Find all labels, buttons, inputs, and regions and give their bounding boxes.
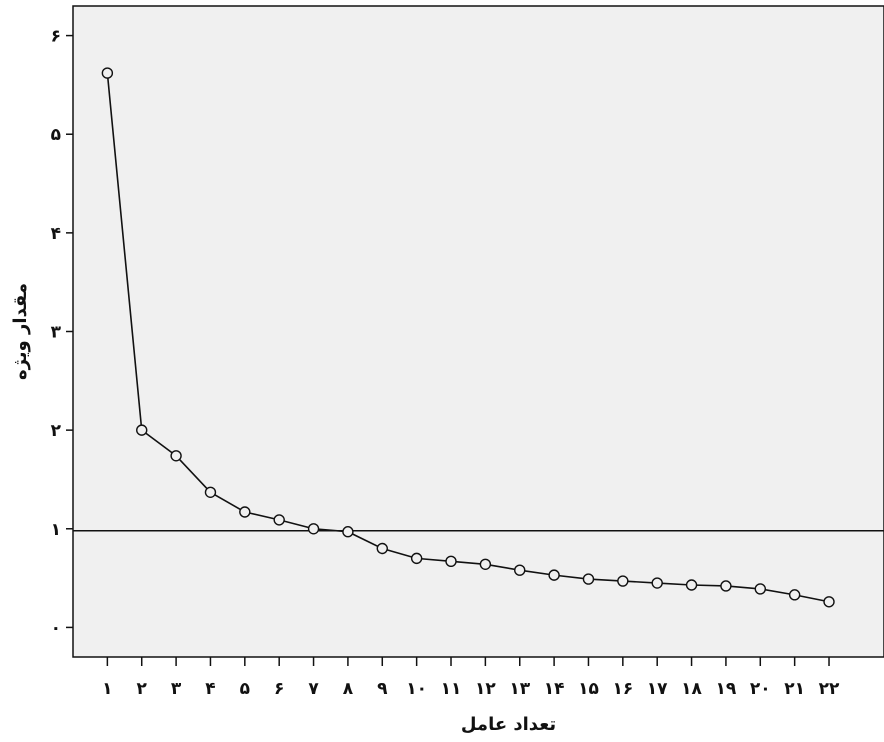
x-tick-label: ۵	[240, 679, 250, 699]
y-axis: ۰ ۱ ۲ ۳ ۴ ۵ ۶	[51, 27, 73, 638]
x-tick-label: ۱۳	[509, 679, 530, 699]
x-tick-label: ۱۹	[716, 679, 737, 699]
data-point	[101, 67, 114, 79]
data-point	[136, 424, 148, 436]
data-point	[307, 523, 320, 535]
data-point	[651, 577, 663, 589]
x-tick-label: ۱۷	[647, 679, 668, 699]
y-tick-label: ۵	[51, 125, 61, 145]
data-point	[514, 564, 526, 576]
series-line	[106, 72, 830, 603]
data-point	[548, 569, 560, 581]
y-tick-label: ۰	[51, 618, 61, 638]
data-point	[204, 486, 217, 498]
data-point	[342, 526, 354, 538]
x-tick-label: ۱۴	[544, 679, 565, 699]
data-point	[823, 596, 835, 608]
y-tick-label: ۲	[51, 421, 62, 441]
x-axis: ۱ ۲ ۳ ۴ ۵ ۶ ۷ ۸ ۹ ۱۰ ۱۱ ۱۲ ۱۳ ۱۴ ۱۵ ۱۶ ۱۷ ۱۸ ۱۹ ۲۰ ۲۱ ۲۲	[102, 657, 840, 699]
x-axis-title: تعداد عامل	[461, 714, 556, 735]
x-tick-label: ۱۶	[612, 679, 633, 699]
data-point	[170, 450, 182, 462]
x-tick-label: ۲۲	[819, 679, 840, 699]
x-tick-label: ۲	[137, 679, 148, 699]
y-tick-label: ۱	[51, 520, 61, 540]
data-point	[617, 575, 629, 587]
data-point	[685, 579, 698, 591]
x-tick-label: ۸	[343, 679, 354, 699]
x-tick-label: ۱۵	[578, 679, 599, 699]
data-point	[720, 580, 732, 592]
x-tick-label: ۷	[308, 679, 319, 699]
data-point	[376, 542, 388, 555]
x-tick-label: ۹	[377, 679, 388, 699]
x-tick-label: ۲۱	[784, 679, 805, 699]
data-point	[445, 555, 457, 568]
data-point	[410, 552, 423, 565]
series-layer	[101, 67, 835, 608]
data-point	[582, 573, 595, 585]
x-tick-label: ۱۲	[475, 679, 496, 699]
y-tick-label: ۳	[51, 323, 62, 343]
x-tick-label: ۶	[274, 679, 284, 699]
x-tick-label: ۱	[102, 679, 112, 699]
x-tick-label: ۱۸	[681, 679, 702, 699]
data-point	[239, 506, 251, 518]
x-tick-label: ۳	[171, 679, 182, 699]
plot-area	[72, 5, 884, 658]
y-tick-label: ۴	[51, 224, 61, 244]
x-tick-label: ۱۰	[406, 679, 427, 699]
x-tick-label: ۱۱	[441, 679, 462, 699]
x-tick-label: ۲۰	[750, 679, 771, 699]
y-axis-title: مقدار ویژه	[10, 283, 31, 380]
y-tick-label: ۶	[51, 27, 61, 47]
data-point	[754, 583, 766, 595]
data-point	[273, 514, 285, 526]
data-point	[479, 558, 492, 570]
data-point	[788, 589, 801, 601]
x-tick-label: ۴	[205, 679, 215, 699]
